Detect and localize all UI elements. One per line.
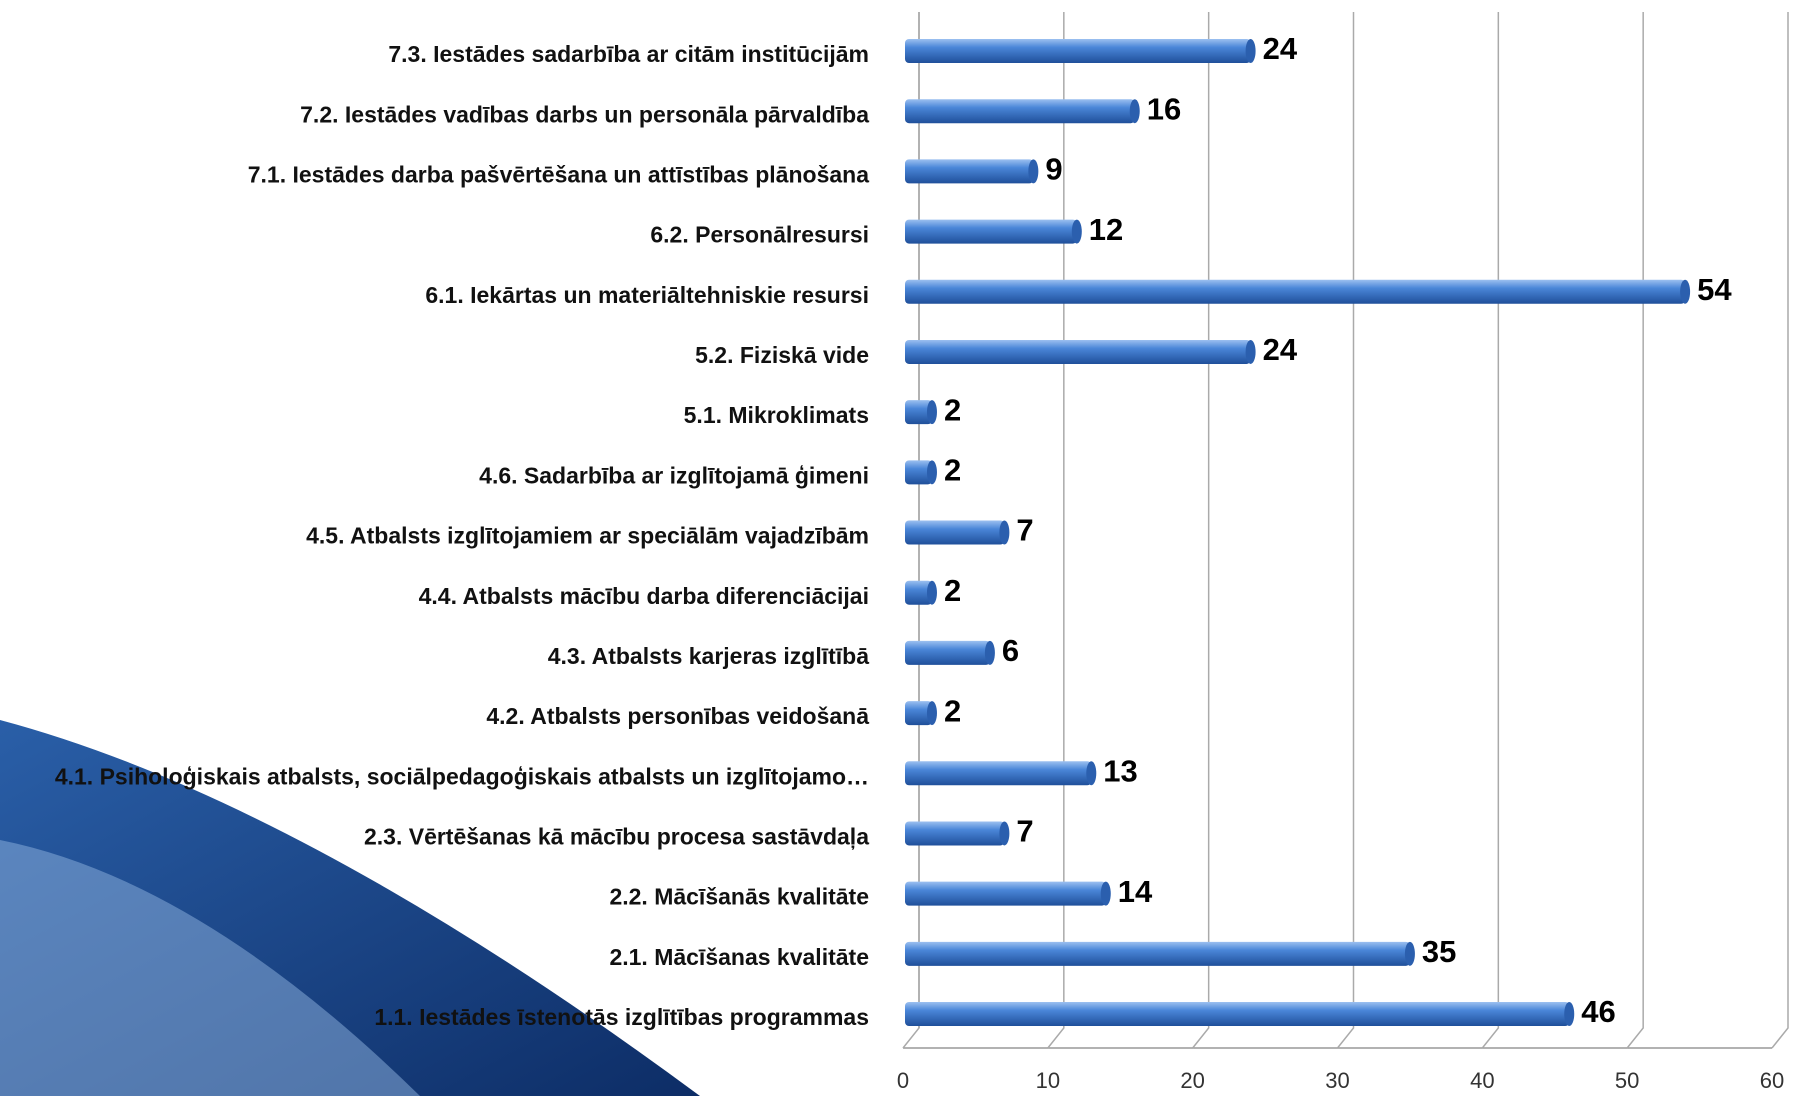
y-tick-label: 2.1. Mācīšanas kvalitāte (609, 944, 869, 970)
value-label: 9 (1045, 152, 1062, 187)
bar (905, 942, 1410, 966)
value-label: 24 (1263, 31, 1298, 66)
value-label: 2 (944, 573, 961, 608)
x-tick-label: 40 (1470, 1068, 1494, 1093)
bar (905, 220, 1077, 244)
y-tick-label: 4.3. Atbalsts karjeras izglītībā (548, 643, 869, 669)
bar-cap (999, 821, 1009, 845)
y-tick-label: 4.2. Atbalsts personības veidošanā (486, 703, 869, 729)
value-label: 7 (1016, 513, 1033, 548)
y-tick-label: 4.6. Sadarbība ar izglītojamā ģimeni (479, 462, 869, 488)
chart: 0 10 20 30 40 50 60 7.3. Iestādes sadarbība ar … (0, 0, 1793, 1096)
bar-cap (1072, 220, 1082, 244)
grid-line (1193, 12, 1209, 1048)
grid-line (1627, 12, 1643, 1048)
bar (905, 340, 1251, 364)
value-label: 2 (944, 453, 961, 488)
value-label: 54 (1697, 272, 1732, 307)
y-tick-label: 5.1. Mikroklimats (684, 402, 869, 428)
value-label: 2 (944, 392, 961, 427)
bar (905, 39, 1251, 63)
bar-cap (1101, 882, 1111, 906)
bar (905, 641, 990, 665)
value-label: 35 (1422, 934, 1456, 969)
x-tick-label: 50 (1615, 1068, 1639, 1093)
value-label: 16 (1147, 91, 1181, 126)
bar-cap (1246, 39, 1256, 63)
value-label: 6 (1002, 633, 1019, 668)
bar (905, 280, 1685, 304)
value-label: 7 (1016, 814, 1033, 849)
y-tick-label: 4.5. Atbalsts izglītojamiem ar speciālām… (306, 523, 869, 549)
bar-cap (927, 400, 937, 424)
value-label: 46 (1581, 994, 1615, 1029)
bar (905, 159, 1033, 183)
y-tick-label: 6.1. Iekārtas un materiāltehniskie resur… (425, 282, 869, 308)
bar-cap (927, 581, 937, 605)
y-tick-label: 7.1. Iestādes darba pašvērtēšana un attī… (248, 161, 869, 187)
bar-cap (1086, 761, 1096, 785)
bar-cap (1246, 340, 1256, 364)
y-tick-label: 7.3. Iestādes sadarbība ar citām institū… (388, 41, 869, 67)
bar-cap (927, 460, 937, 484)
value-label: 24 (1263, 332, 1298, 367)
bar-cap (1680, 280, 1690, 304)
bar-cap (927, 701, 937, 725)
y-tick-label: 4.1. Psiholoģiskais atbalsts, sociālpeda… (55, 763, 869, 789)
x-tick-label: 30 (1325, 1068, 1349, 1093)
bar-cap (1130, 99, 1140, 123)
grid-line (1772, 12, 1788, 1048)
bar-cap (999, 521, 1009, 545)
y-tick-label: 5.2. Fiziskā vide (695, 342, 869, 368)
grid-line (1338, 12, 1354, 1048)
bar (905, 521, 1004, 545)
x-tick-label: 20 (1180, 1068, 1204, 1093)
bar-cap (985, 641, 995, 665)
grid-line (1482, 12, 1498, 1048)
y-tick-label: 6.2. Personālresursi (650, 222, 869, 248)
bar (905, 761, 1091, 785)
value-label: 2 (944, 693, 961, 728)
value-label: 12 (1089, 212, 1123, 247)
bar-cap (1405, 942, 1415, 966)
bar-cap (1564, 1002, 1574, 1026)
bar (905, 882, 1106, 906)
bar (905, 821, 1004, 845)
x-tick-label: 0 (897, 1068, 909, 1093)
y-tick-label: 1.1. Iestādes īstenotās izglītības progr… (374, 1004, 869, 1030)
x-tick-label: 10 (1036, 1068, 1060, 1093)
x-tick-label: 60 (1760, 1068, 1784, 1093)
y-tick-label: 7.2. Iestādes vadības darbs un personāla… (300, 101, 869, 127)
y-tick-label: 4.4. Atbalsts mācību darba diferenciācij… (419, 583, 869, 609)
y-tick-label: 2.2. Mācīšanās kvalitāte (609, 884, 869, 910)
value-label: 14 (1118, 874, 1153, 909)
y-tick-label: 2.3. Vērtēšanas kā mācību procesa sastāv… (364, 824, 869, 850)
value-label: 13 (1103, 753, 1137, 788)
bar (905, 1002, 1569, 1026)
bar-cap (1028, 159, 1038, 183)
bar (905, 99, 1135, 123)
